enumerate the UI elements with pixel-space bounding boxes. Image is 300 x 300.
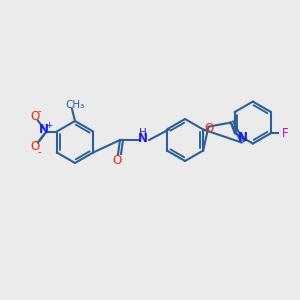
Text: N: N: [238, 131, 248, 144]
Text: O: O: [112, 154, 122, 167]
Text: O: O: [30, 140, 39, 153]
Text: O: O: [30, 110, 39, 123]
Text: N: N: [39, 123, 49, 136]
Text: N: N: [138, 133, 148, 146]
Text: -: -: [38, 106, 42, 116]
Text: O: O: [205, 122, 214, 135]
Text: F: F: [282, 127, 288, 140]
Text: +: +: [45, 121, 52, 130]
Text: CH₃: CH₃: [65, 100, 85, 110]
Text: H: H: [139, 128, 147, 138]
Text: -: -: [38, 148, 42, 158]
